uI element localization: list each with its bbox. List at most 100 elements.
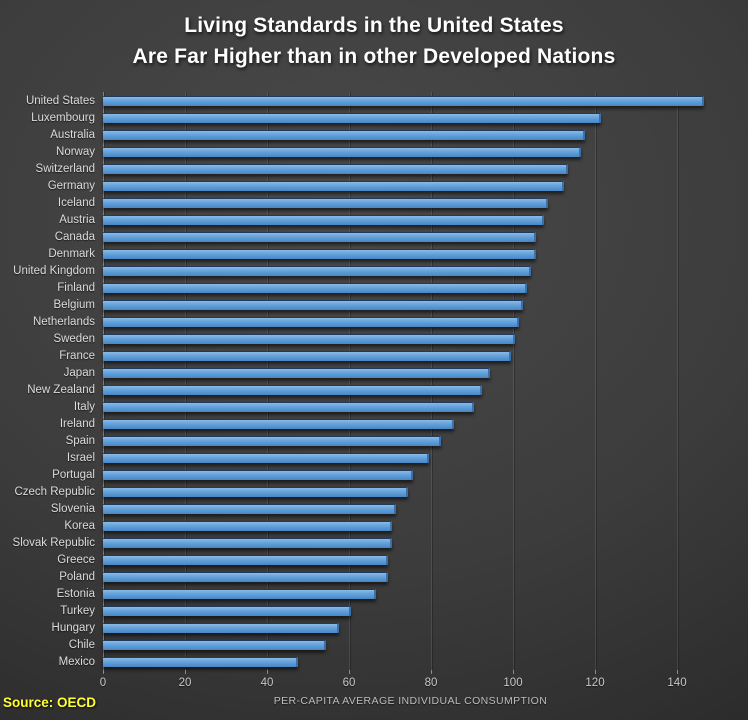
- chart-row: Australia: [0, 126, 718, 143]
- chart-title: Living Standards in the United States Ar…: [0, 10, 748, 72]
- bar-track: [103, 245, 718, 262]
- category-label: Iceland: [57, 196, 95, 209]
- x-tick-label: 40: [260, 677, 274, 689]
- category-label: Switzerland: [35, 162, 95, 175]
- bar-track: [103, 296, 718, 313]
- x-tick-mark: [431, 670, 432, 674]
- bar-track: [103, 347, 718, 364]
- bar-track: [103, 432, 718, 449]
- bar-estonia: [103, 588, 376, 599]
- gridline-140: [677, 92, 678, 670]
- category-label: Luxembourg: [31, 111, 95, 124]
- category-label: Belgium: [53, 298, 95, 311]
- bar-track: [103, 602, 718, 619]
- category-label: Slovenia: [50, 502, 95, 515]
- x-tick-mark: [595, 670, 596, 674]
- category-label: Poland: [59, 570, 95, 583]
- chart-row: Denmark: [0, 245, 718, 262]
- category-label: Sweden: [53, 332, 95, 345]
- chart-row: Israel: [0, 449, 718, 466]
- chart-row: Italy: [0, 398, 718, 415]
- category-label: Estonia: [56, 587, 95, 600]
- category-label: Austria: [59, 213, 95, 226]
- bar-track: [103, 364, 718, 381]
- category-label: Spain: [65, 434, 95, 447]
- x-tick-mark: [185, 670, 186, 674]
- chart-row: Switzerland: [0, 160, 718, 177]
- bar-japan: [103, 367, 491, 378]
- bar-track: [103, 517, 718, 534]
- category-label: Australia: [50, 128, 95, 141]
- category-label: Norway: [56, 145, 95, 158]
- chart-row: United States: [0, 92, 718, 109]
- chart-row: Luxembourg: [0, 109, 718, 126]
- bar-track: [103, 636, 718, 653]
- bar-track: [103, 534, 718, 551]
- chart-row: Portugal: [0, 466, 718, 483]
- bar-australia: [103, 129, 585, 140]
- category-label: New Zealand: [27, 383, 95, 396]
- bar-track: [103, 398, 718, 415]
- category-label: Israel: [66, 451, 95, 464]
- category-label: Finland: [57, 281, 95, 294]
- bar-united-states: [103, 95, 704, 106]
- x-tick-label: 80: [424, 677, 438, 689]
- bar-track: [103, 194, 718, 211]
- x-tick-label: 20: [178, 677, 192, 689]
- gridline-100: [513, 92, 514, 670]
- bar-turkey: [103, 605, 351, 616]
- x-tick-mark: [513, 670, 514, 674]
- bar-track: [103, 466, 718, 483]
- chart-row: Estonia: [0, 585, 718, 602]
- bar-denmark: [103, 248, 536, 259]
- chart-row: Greece: [0, 551, 718, 568]
- bar-track: [103, 177, 718, 194]
- chart-title-line-1: Living Standards in the United States: [184, 14, 564, 37]
- source-label: Source: OECD: [3, 695, 97, 710]
- bar-track: [103, 109, 718, 126]
- category-label: Netherlands: [32, 315, 95, 328]
- chart-row: New Zealand: [0, 381, 718, 398]
- bar-poland: [103, 571, 388, 582]
- gridline-60: [349, 92, 350, 670]
- category-label: Chile: [68, 638, 95, 651]
- bar-new-zealand: [103, 384, 483, 395]
- chart-row: Japan: [0, 364, 718, 381]
- bar-chile: [103, 639, 327, 650]
- category-label: Slovak Republic: [12, 536, 95, 549]
- bar-greece: [103, 554, 388, 565]
- category-label: Japan: [63, 366, 95, 379]
- bar-mexico: [103, 656, 298, 667]
- plot-area: [103, 92, 718, 670]
- bar-france: [103, 350, 511, 361]
- chart-row: Ireland: [0, 415, 718, 432]
- bar-track: [103, 551, 718, 568]
- category-label: Italy: [73, 400, 95, 413]
- bar-track: [103, 381, 718, 398]
- chart-row: Sweden: [0, 330, 718, 347]
- category-label: Germany: [47, 179, 95, 192]
- bar-track: [103, 313, 718, 330]
- category-label: United Kingdom: [13, 264, 95, 277]
- chart-row: United Kingdom: [0, 262, 718, 279]
- x-tick-label: 60: [342, 677, 356, 689]
- bar-track: [103, 143, 718, 160]
- bar-netherlands: [103, 316, 520, 327]
- bar-track: [103, 483, 718, 500]
- bar-track: [103, 279, 718, 296]
- gridline-40: [267, 92, 268, 670]
- chart-row: Czech Republic: [0, 483, 718, 500]
- bar-switzerland: [103, 163, 569, 174]
- chart-row: Korea: [0, 517, 718, 534]
- bar-portugal: [103, 469, 413, 480]
- category-label: Portugal: [52, 468, 95, 481]
- bar-united-kingdom: [103, 265, 532, 276]
- category-label: France: [59, 349, 95, 362]
- x-tick-label: 140: [667, 677, 687, 689]
- bar-track: [103, 568, 718, 585]
- chart-row: Turkey: [0, 602, 718, 619]
- bar-track: [103, 330, 718, 347]
- x-tick-label: 100: [503, 677, 523, 689]
- bar-canada: [103, 231, 536, 242]
